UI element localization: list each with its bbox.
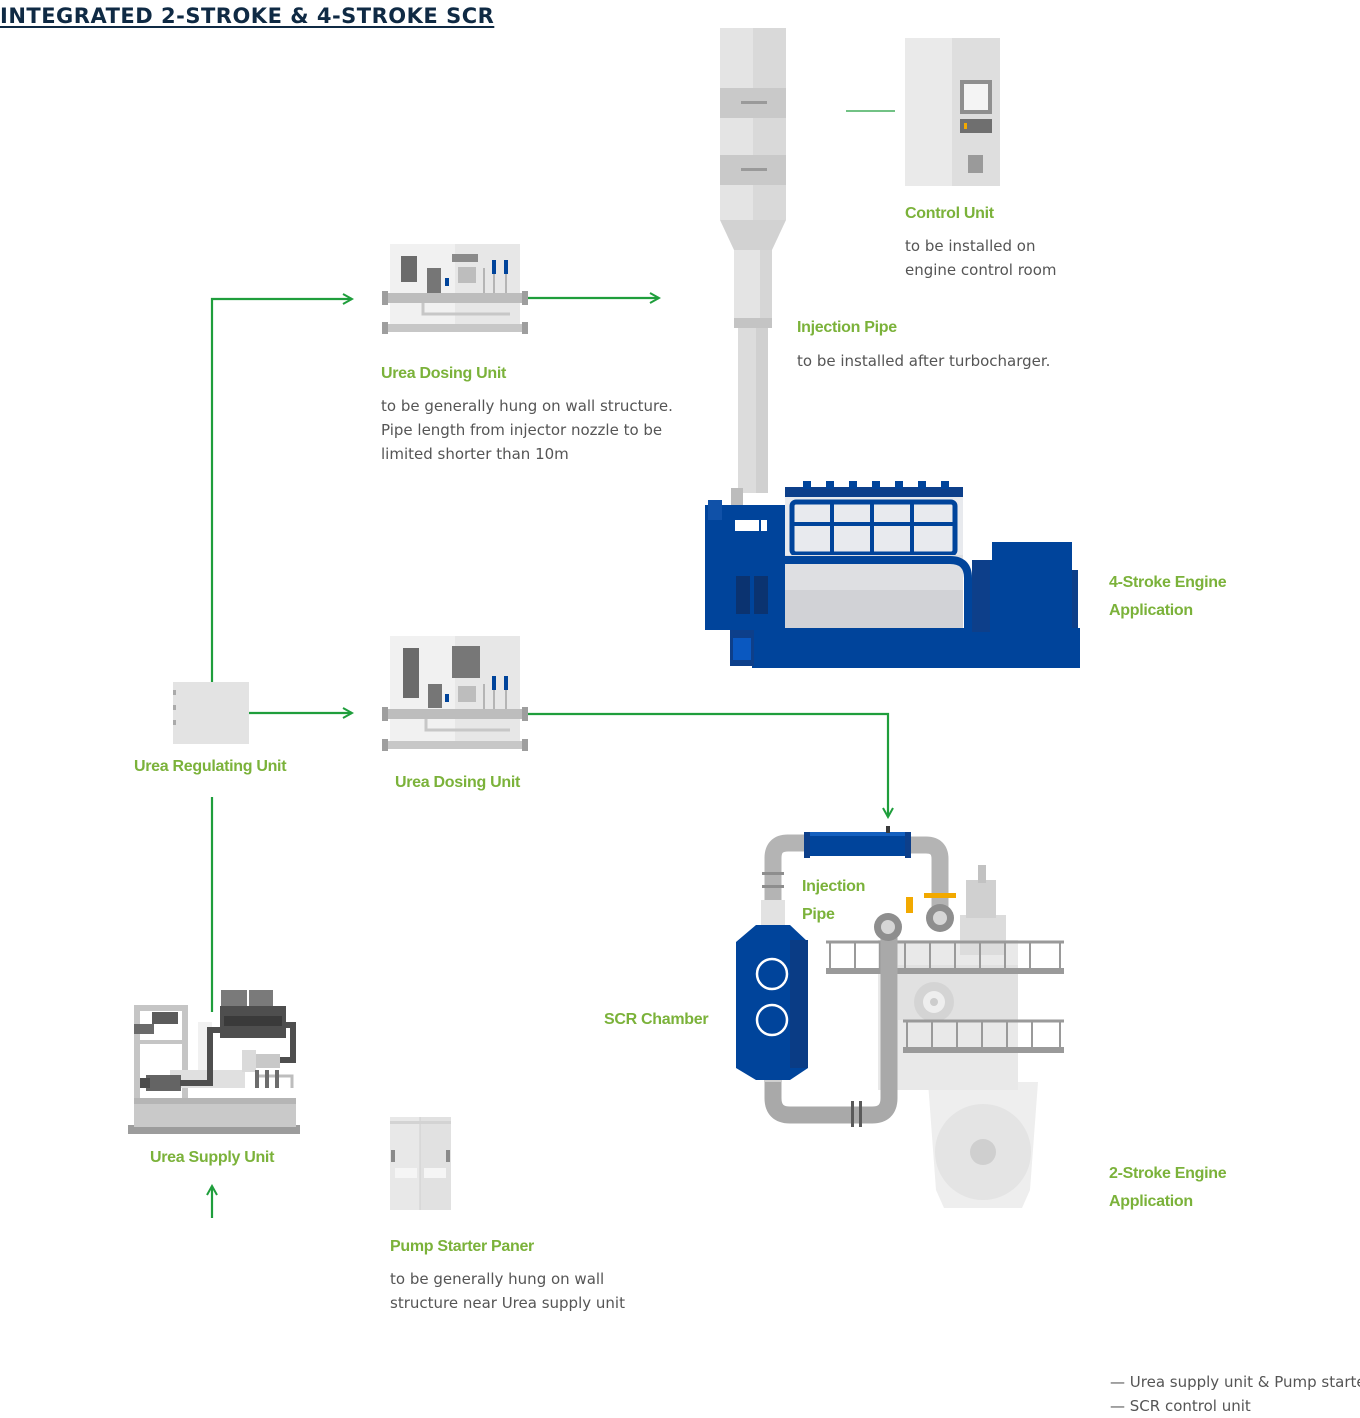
control-unit-label: Control Unit: [905, 205, 994, 222]
legend-item: — SCR control unit: [1110, 1397, 1251, 1415]
urea-regulating-unit-box: [173, 682, 249, 744]
four-stroke-engine: [705, 481, 1080, 668]
scr-chamber-label: SCR Chamber: [604, 1011, 709, 1028]
urea-dosing-unit-1: [382, 244, 528, 334]
four-stroke-engine-label-line: Application: [1109, 602, 1193, 619]
four-stroke-engine-label: 4-Stroke Engine Application: [1109, 569, 1227, 625]
injection-pipe-2s-label-line: Pipe: [802, 906, 835, 923]
platform-railings: [826, 940, 1064, 1053]
engine-valve-caps: [803, 481, 949, 489]
urea-dosing-unit-1-desc-line: limited shorter than 10m: [381, 445, 569, 463]
two-stroke-engine-label-line: 2-Stroke Engine: [1109, 1165, 1227, 1182]
urea-supply-unit-skid: [128, 990, 300, 1134]
injection-pipe-2s-label-line: Injection: [802, 878, 866, 895]
scr-chamber-vessel: [736, 925, 808, 1080]
pump-starter-panel-desc-line: structure near Urea supply unit: [390, 1294, 625, 1312]
scr-piping: [764, 834, 949, 1124]
diagram-title: INTEGRATED 2-STROKE & 4-STROKE SCR: [0, 4, 495, 28]
injection-pipe-4s-label: Injection Pipe: [797, 319, 897, 336]
urea-dosing-unit-1-desc-line: Pipe length from injector nozzle to be: [381, 421, 663, 439]
urea-regulating-unit-label: Urea Regulating Unit: [134, 758, 287, 775]
exhaust-stack-4s: [720, 28, 786, 506]
control-unit-desc-line: to be installed on: [905, 237, 1036, 255]
control-unit-desc: to be installed on engine control room: [905, 234, 1057, 282]
pump-starter-panel-desc: to be generally hung on wall structure n…: [390, 1267, 625, 1315]
flow-lines: [210, 110, 895, 1218]
injection-pipe-4s-desc-line: to be installed after turbocharger.: [797, 352, 1051, 370]
legend-item: — Urea supply unit & Pump starter: [1110, 1373, 1360, 1391]
legend: — Urea supply unit & Pump starter — SCR …: [1110, 1370, 1360, 1418]
urea-dosing-unit-2-label: Urea Dosing Unit: [395, 774, 520, 791]
pump-starter-panel-desc-line: to be generally hung on wall: [390, 1270, 605, 1288]
two-stroke-engine: [761, 826, 1064, 1208]
urea-dosing-unit-1-label: Urea Dosing Unit: [381, 365, 506, 382]
line-dosing-2-to-2s-injection: [528, 712, 888, 817]
urea-dosing-unit-1-desc-line: to be generally hung on wall structure.: [381, 397, 673, 415]
pump-starter-panel-label: Pump Starter Paner: [390, 1238, 534, 1255]
four-stroke-engine-label-line: 4-Stroke Engine: [1109, 574, 1227, 591]
control-unit-desc-line: engine control room: [905, 261, 1057, 279]
pump-starter-panel-cabinet: [390, 1117, 451, 1210]
line-regulating-to-dosing-1: [210, 299, 352, 683]
urea-supply-unit-label: Urea Supply Unit: [150, 1149, 275, 1166]
urea-dosing-unit-1-desc: to be generally hung on wall structure. …: [381, 394, 673, 466]
control-unit-cabinet: [905, 38, 1000, 186]
two-stroke-engine-label-line: Application: [1109, 1193, 1193, 1210]
urea-dosing-unit-2: [382, 636, 528, 751]
injection-pipe-4s-desc: to be installed after turbocharger.: [797, 349, 1050, 373]
injection-pipe-2s-label: Injection Pipe: [802, 873, 865, 929]
two-stroke-engine-label: 2-Stroke Engine Application: [1109, 1160, 1227, 1216]
